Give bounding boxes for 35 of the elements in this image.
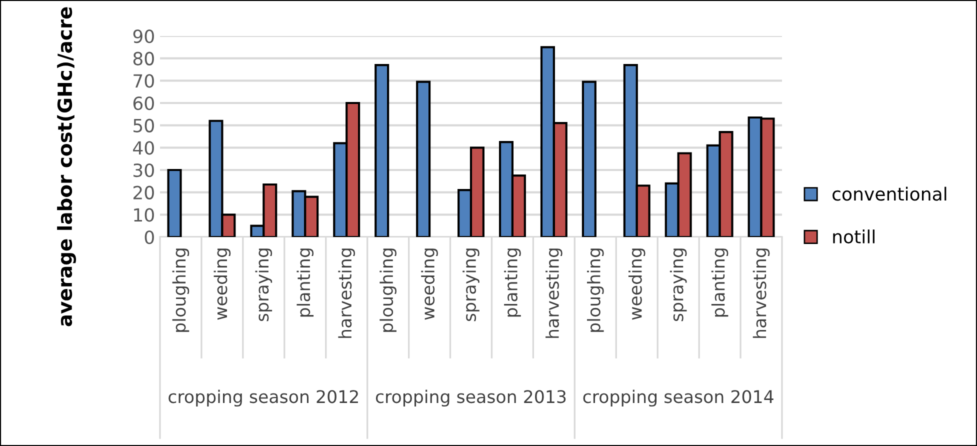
x-tick-label: ploughing (587, 248, 604, 332)
x-tick-label: planting (296, 248, 314, 317)
y-axis-title: average labor cost(GHc)/acre (57, 7, 76, 326)
y-tick-label: 20 (133, 186, 154, 200)
x-tick-label: harvesting (752, 248, 770, 338)
legend-label: notill (833, 230, 874, 244)
x-tick-label: ploughing (172, 248, 190, 332)
x-tick-label: weeding (421, 248, 438, 320)
x-tick-label: planting (504, 248, 521, 317)
bar (416, 80, 431, 237)
x-tick-label: spraying (462, 248, 480, 322)
x-tick-label: ploughing (380, 248, 396, 332)
y-tick-label: 40 (133, 141, 154, 155)
y-tick-label: 90 (133, 29, 154, 44)
x-tick-label: weeding (628, 248, 646, 320)
x-tick-label: spraying (670, 248, 687, 322)
text: cropping season 2014 (583, 390, 774, 407)
text: cropping season 2013 (376, 390, 566, 407)
bar (374, 64, 390, 237)
text: cropping season 2012 (168, 390, 358, 407)
x-tick-label: spraying (255, 248, 272, 322)
x-tick-label: harvesting (546, 248, 562, 338)
y-tick-label: 70 (134, 74, 154, 88)
y-tick-label: 60 (133, 96, 154, 110)
x-tick-label: weeding (214, 248, 231, 320)
bar (582, 80, 596, 237)
legend-label: conventional (832, 186, 946, 201)
y-tick-label: 10 (134, 208, 154, 222)
x-tick-label: planting (711, 248, 728, 317)
bar (167, 168, 182, 237)
x-tick-label: harvesting (338, 248, 355, 338)
y-tick-label: 0 (144, 230, 154, 244)
y-tick-label: 80 (133, 52, 154, 66)
y-tick-label: 30 (134, 163, 154, 178)
y-tick-label: 50 (134, 118, 154, 132)
